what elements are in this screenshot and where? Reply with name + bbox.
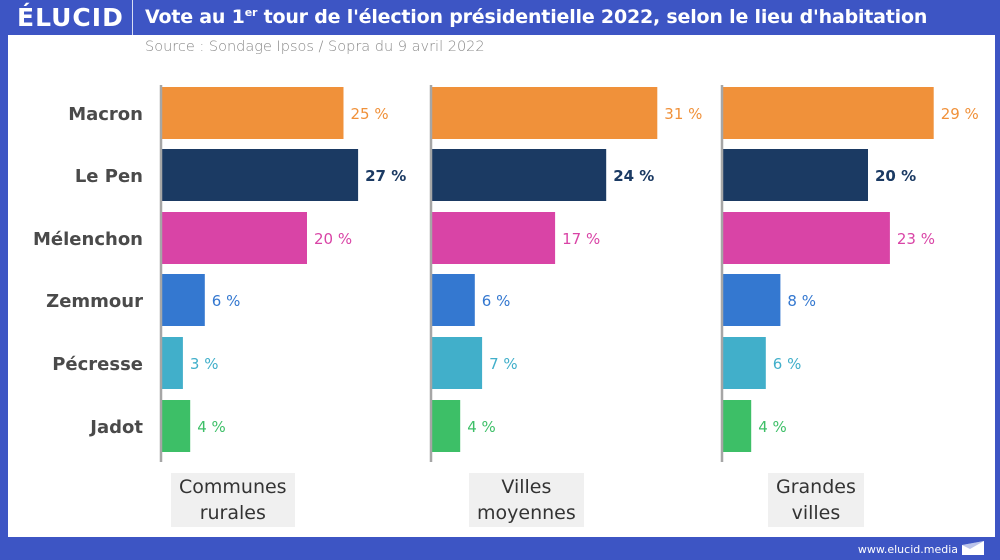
bar-villes-moyennes-le-pen bbox=[431, 149, 607, 201]
panel-label-line: Villes bbox=[501, 476, 552, 498]
title-suffix: tour de l'élection présidentielle 2022, … bbox=[257, 6, 928, 28]
data-label-grandes-villes-macron: 29 % bbox=[941, 105, 979, 123]
header-bar: ÉLUCID Vote au 1er tour de l'élection pr… bbox=[0, 0, 1000, 35]
category-label-jadot: Jadot bbox=[88, 417, 143, 438]
bar-communes-rurales-macron bbox=[161, 87, 344, 139]
data-label-communes-rurales-melenchon: 20 % bbox=[314, 230, 352, 248]
data-label-villes-moyennes-pecresse: 7 % bbox=[489, 355, 518, 373]
title-superscript: er bbox=[244, 6, 258, 19]
category-label-melenchon: Mélenchon bbox=[33, 229, 143, 250]
panel-label-line: rurales bbox=[199, 502, 266, 524]
data-label-communes-rurales-zemmour: 6 % bbox=[212, 292, 241, 310]
category-label-macron: Macron bbox=[68, 104, 143, 125]
footer-url[interactable]: www.elucid.media bbox=[857, 543, 958, 556]
data-label-communes-rurales-pecresse: 3 % bbox=[190, 355, 219, 373]
bar-grandes-villes-pecresse bbox=[722, 337, 766, 389]
bar-villes-moyennes-pecresse bbox=[431, 337, 483, 389]
data-label-grandes-villes-zemmour: 8 % bbox=[787, 292, 816, 310]
elucid-flag-icon bbox=[962, 541, 984, 555]
panel-label-communes-rurales: Communes rurales bbox=[171, 473, 295, 527]
bar-villes-moyennes-jadot bbox=[431, 400, 461, 452]
bar-villes-moyennes-zemmour bbox=[431, 274, 475, 326]
panel-label-line: Communes bbox=[179, 476, 287, 498]
bar-communes-rurales-le-pen bbox=[161, 149, 359, 201]
category-label-le-pen: Le Pen bbox=[75, 166, 143, 187]
data-label-communes-rurales-macron: 25 % bbox=[351, 105, 389, 123]
panel-label-villes-moyennes: Villes moyennes bbox=[469, 473, 584, 527]
bar-communes-rurales-pecresse bbox=[161, 337, 183, 389]
data-label-villes-moyennes-macron: 31 % bbox=[664, 105, 702, 123]
bar-grandes-villes-le-pen bbox=[722, 149, 868, 201]
bar-grandes-villes-jadot bbox=[722, 400, 752, 452]
bar-grandes-villes-zemmour bbox=[722, 274, 781, 326]
data-label-grandes-villes-melenchon: 23 % bbox=[897, 230, 935, 248]
category-label-pecresse: Pécresse bbox=[52, 354, 143, 375]
elucid-logo: ÉLUCID bbox=[17, 3, 124, 32]
bar-communes-rurales-melenchon bbox=[161, 212, 307, 264]
panel-label-line: moyennes bbox=[477, 502, 576, 524]
data-label-communes-rurales-le-pen: 27 % bbox=[365, 167, 406, 185]
category-label-zemmour: Zemmour bbox=[46, 291, 143, 312]
data-label-villes-moyennes-le-pen: 24 % bbox=[613, 167, 654, 185]
title-prefix: Vote au 1 bbox=[145, 6, 245, 28]
bar-villes-moyennes-macron bbox=[431, 87, 658, 139]
panel-label-grandes-villes: Grandes villes bbox=[768, 473, 864, 527]
panel-label-line: villes bbox=[791, 502, 841, 524]
data-label-villes-moyennes-zemmour: 6 % bbox=[482, 292, 511, 310]
bar-grandes-villes-macron bbox=[722, 87, 934, 139]
bar-villes-moyennes-melenchon bbox=[431, 212, 556, 264]
data-label-grandes-villes-pecresse: 6 % bbox=[773, 355, 802, 373]
bar-communes-rurales-jadot bbox=[161, 400, 191, 452]
logo-divider bbox=[132, 0, 133, 35]
data-label-villes-moyennes-melenchon: 17 % bbox=[562, 230, 600, 248]
chart-title: Vote au 1er tour de l'élection président… bbox=[145, 6, 927, 28]
bar-communes-rurales-zemmour bbox=[161, 274, 205, 326]
bar-grandes-villes-melenchon bbox=[722, 212, 890, 264]
chart-subtitle: Source : Sondage Ipsos / Sopra du 9 avri… bbox=[145, 39, 485, 55]
data-label-communes-rurales-jadot: 4 % bbox=[197, 418, 226, 436]
data-label-villes-moyennes-jadot: 4 % bbox=[467, 418, 496, 436]
panel-label-line: Grandes bbox=[776, 476, 856, 498]
data-label-grandes-villes-jadot: 4 % bbox=[758, 418, 787, 436]
data-label-grandes-villes-le-pen: 20 % bbox=[875, 167, 916, 185]
